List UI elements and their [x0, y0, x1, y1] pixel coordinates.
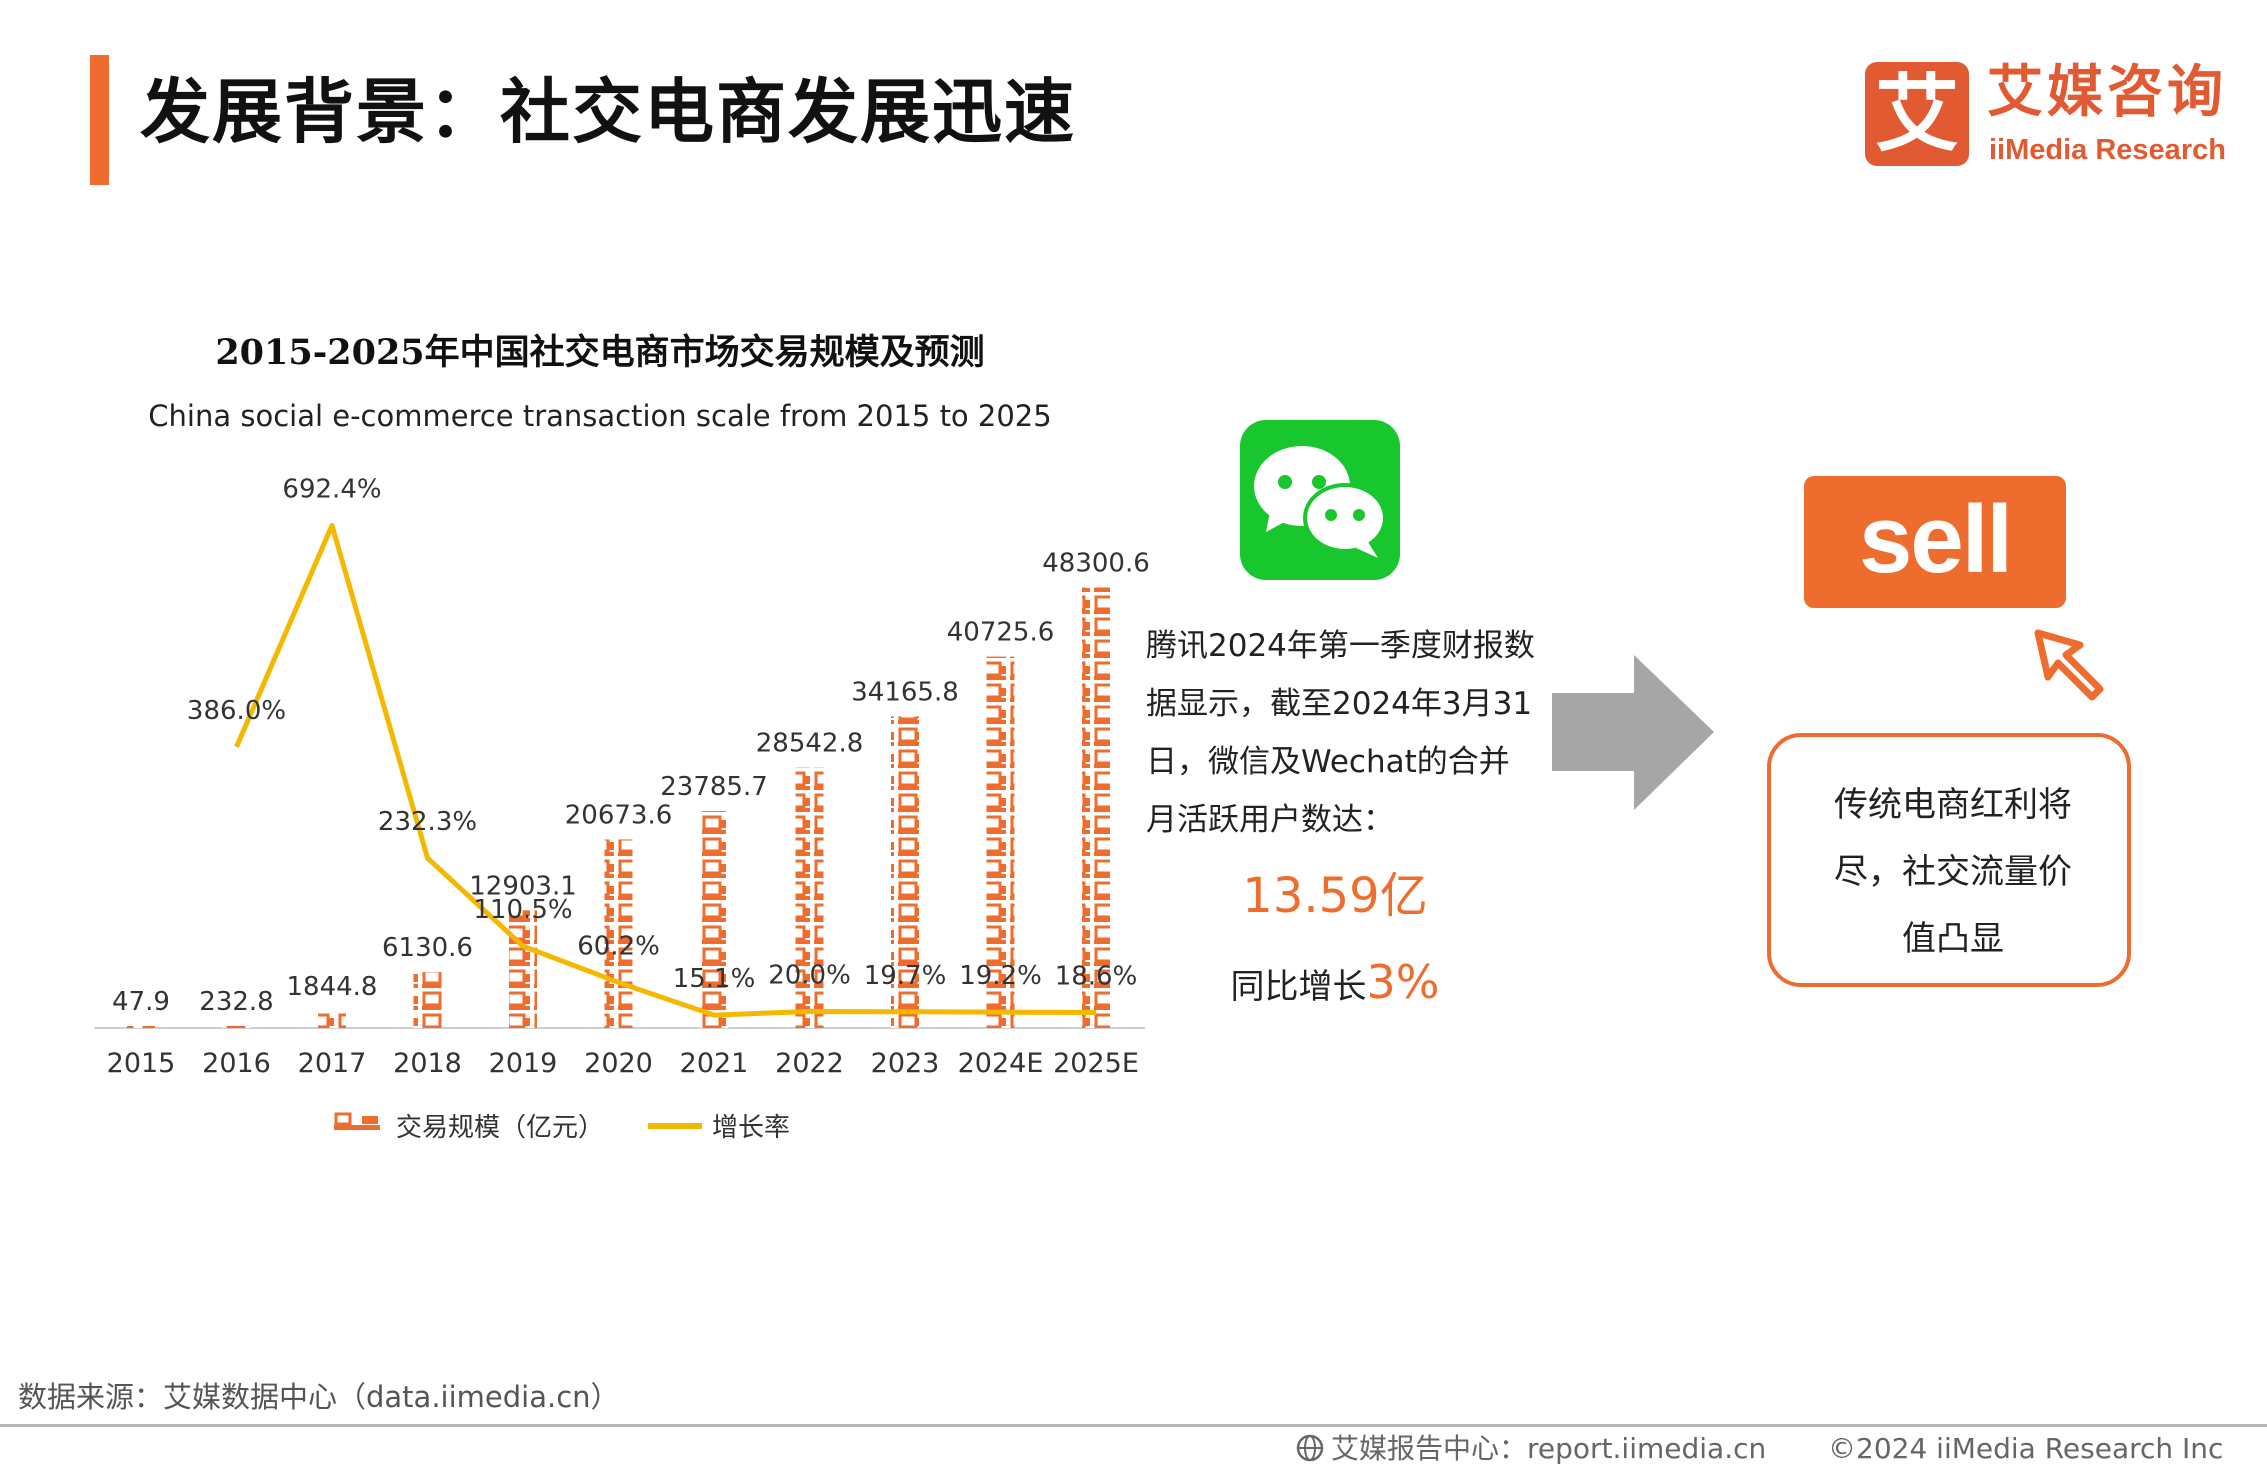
click-cursor-icon [2034, 629, 2104, 701]
bar-value-label: 34165.8 [851, 677, 959, 707]
bar-2018 [413, 972, 442, 1028]
data-source: 数据来源：艾媒数据中心（data.iimedia.cn） [18, 1380, 620, 1414]
footer-report: 艾媒报告中心：report.iimedia.cn [1295, 1429, 1766, 1469]
growth-rate-label: 110.5% [473, 895, 572, 925]
growth-prefix: 同比增长 [1230, 967, 1367, 1007]
bar-2016 [222, 1025, 251, 1028]
x-tick-label: 2018 [393, 1048, 462, 1079]
x-tick-label: 2016 [202, 1048, 271, 1079]
x-tick-label: 2021 [680, 1048, 749, 1079]
chart-subtitle: China social e-commerce transaction scal… [148, 399, 1052, 433]
growth-rate-label: 692.4% [282, 474, 381, 504]
logo-cn: 艾媒咨询 [1987, 60, 2227, 125]
x-tick-label: 2015 [107, 1048, 176, 1079]
x-tick-label: 2017 [298, 1048, 367, 1079]
bar-2015 [127, 1026, 155, 1028]
logo-mark: 艾 [1865, 62, 1969, 166]
bar-value-label: 48300.6 [1042, 548, 1150, 578]
growth-rate-label: 19.2% [959, 961, 1042, 991]
growth-rate-label: 15.1% [673, 964, 756, 994]
bar-2020 [604, 839, 633, 1028]
growth-value: 3% [1366, 955, 1440, 1009]
growth-rate-label: 232.3% [378, 807, 477, 837]
bar-2022 [795, 767, 824, 1028]
bar-value-label: 232.8 [199, 987, 273, 1017]
legend-bar-swatch [332, 1112, 382, 1132]
wechat-description: 腾讯2024年第一季度财报数据显示，截至2024年3月31日，微信及Wechat… [1146, 628, 1535, 838]
report-link: 艾媒报告中心：report.iimedia.cn [1331, 1432, 1767, 1465]
bar-2024E [986, 656, 1015, 1028]
wechat-mau-value: 13.59亿 [1242, 868, 1428, 924]
bar-2021 [700, 811, 728, 1028]
callout-text: 传统电商红利将尽，社交流量价值凸显 [1834, 785, 2072, 959]
bar-2023 [891, 716, 919, 1028]
bar-value-label: 20673.6 [565, 800, 673, 830]
bar-value-label: 1844.8 [287, 972, 378, 1002]
footer-divider [0, 1424, 2267, 1427]
growth-rate-label: 60.2% [577, 931, 660, 961]
wechat-icon [1240, 420, 1400, 580]
x-tick-label: 2022 [775, 1048, 844, 1079]
sell-button-graphic: sell [1804, 476, 2066, 608]
wechat-growth: 同比增长3% [1150, 950, 1520, 1019]
x-tick-label: 2019 [489, 1048, 558, 1079]
growth-rate-label: 386.0% [187, 696, 286, 726]
insight-callout: 传统电商红利将尽，社交流量价值凸显 [1767, 733, 2131, 987]
page-title: 发展背景：社交电商发展迅速 [140, 71, 1076, 153]
bar-2017 [318, 1011, 346, 1028]
logo-en: iiMedia Research [1989, 134, 2226, 166]
x-tick-label: 2025E [1053, 1048, 1139, 1079]
footer-copyright: ©2024 iiMedia Research Inc [1828, 1432, 2224, 1465]
bar-value-label: 6130.6 [382, 933, 473, 963]
bar-2025E [1082, 587, 1110, 1028]
right-arrow-icon [1552, 655, 1714, 810]
bar-value-label: 47.9 [112, 987, 170, 1017]
growth-rate-label: 20.0% [768, 961, 851, 991]
legend-line-label: 增长率 [712, 1113, 790, 1143]
bar-2019 [509, 910, 537, 1028]
chart-area: 47.9 2015 232.8 2016 1844.8 2017 6130.6 2018 129… [94, 474, 1150, 1143]
legend-bar-label: 交易规模（亿元） [396, 1113, 604, 1143]
title-accent-bar [90, 55, 109, 185]
x-tick-label: 2023 [871, 1048, 940, 1079]
x-tick-label: 2024E [958, 1048, 1044, 1079]
x-tick-label: 2020 [584, 1048, 653, 1079]
growth-rate-line [234, 522, 1097, 1018]
bar-value-label: 23785.7 [660, 772, 768, 802]
bar-value-label: 28542.8 [756, 729, 864, 759]
growth-rate-label: 19.7% [864, 961, 947, 991]
bar-value-label: 12903.1 [469, 871, 577, 901]
bar-value-label: 40725.6 [947, 618, 1055, 648]
growth-rate-label: 18.6% [1055, 962, 1138, 992]
globe-icon [1296, 1434, 1324, 1462]
brand-logo: 艾 艾媒咨询 iiMedia Research [1865, 60, 2226, 172]
chart-title: 2015-2025年中国社交电商市场交易规模及预测 [215, 332, 985, 373]
